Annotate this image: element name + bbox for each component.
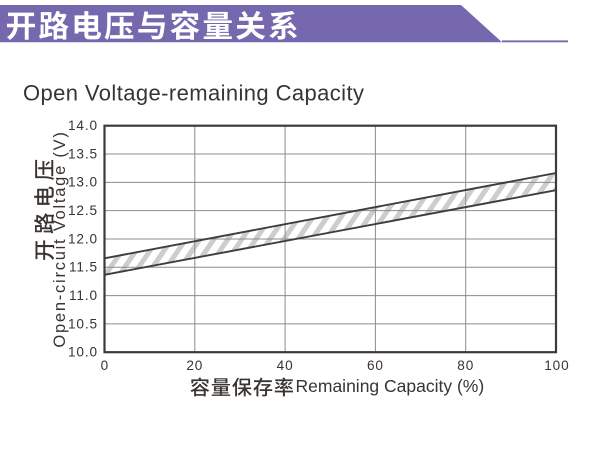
svg-text:Open-circuit Voltage (V): Open-circuit Voltage (V) <box>51 130 69 347</box>
svg-text:0: 0 <box>101 358 109 373</box>
svg-text:13.5: 13.5 <box>68 146 98 161</box>
svg-text:40: 40 <box>277 358 294 373</box>
svg-text:Open Voltage-remaining Capacit: Open Voltage-remaining Capacity <box>23 81 364 106</box>
svg-text:13.0: 13.0 <box>68 175 98 190</box>
svg-text:12.5: 12.5 <box>68 203 98 218</box>
svg-text:100: 100 <box>544 358 569 373</box>
svg-text:Remaining Capacity (%): Remaining Capacity (%) <box>296 376 485 396</box>
svg-text:80: 80 <box>457 358 474 373</box>
svg-text:20: 20 <box>186 358 203 373</box>
svg-text:14.0: 14.0 <box>68 118 98 133</box>
svg-text:12.0: 12.0 <box>68 231 98 246</box>
svg-text:11.0: 11.0 <box>69 288 98 303</box>
svg-text:60: 60 <box>367 358 384 373</box>
svg-text:11.5: 11.5 <box>69 260 98 275</box>
svg-text:10.0: 10.0 <box>68 345 98 360</box>
svg-text:10.5: 10.5 <box>68 316 98 331</box>
